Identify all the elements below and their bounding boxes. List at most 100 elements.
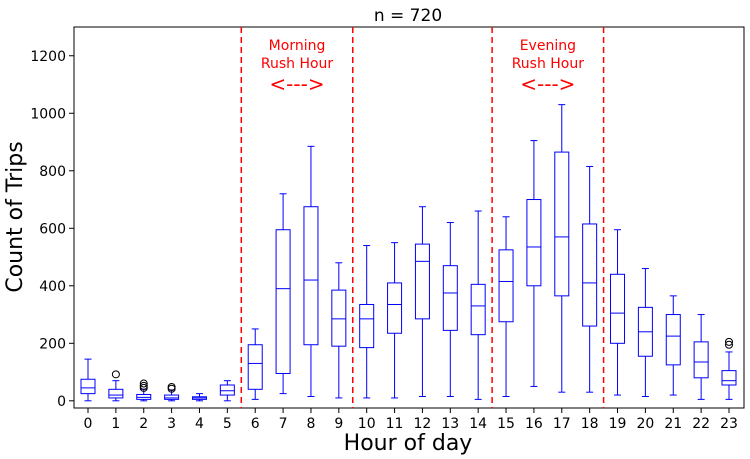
outlier-point bbox=[725, 337, 733, 346]
box-iqr bbox=[470, 283, 486, 336]
box-hour-13 bbox=[442, 222, 458, 397]
x-tick-label: 15 bbox=[497, 416, 515, 432]
annotation-line1: Evening bbox=[520, 38, 576, 54]
boxes bbox=[80, 104, 737, 402]
outlier-point bbox=[167, 383, 176, 392]
box-iqr bbox=[414, 243, 430, 320]
x-tick-label: 14 bbox=[469, 416, 487, 432]
box-hour-18 bbox=[582, 165, 598, 393]
x-tick-label: 9 bbox=[334, 416, 343, 432]
box-hour-22 bbox=[693, 314, 709, 400]
box-iqr bbox=[526, 199, 542, 287]
box-hour-10 bbox=[359, 245, 375, 399]
reference-lines bbox=[240, 27, 605, 408]
box-hour-2 bbox=[136, 379, 152, 402]
box-iqr bbox=[554, 151, 570, 297]
x-tick-label: 16 bbox=[525, 416, 543, 432]
box-hour-0 bbox=[80, 358, 96, 402]
y-tick-label: 1000 bbox=[30, 106, 66, 122]
box-hour-15 bbox=[498, 216, 514, 397]
x-tick-label: 6 bbox=[251, 416, 260, 432]
box-hour-14 bbox=[470, 210, 486, 400]
x-tick-label: 19 bbox=[609, 416, 627, 432]
plot-area bbox=[73, 26, 745, 409]
x-tick-label: 3 bbox=[167, 416, 176, 432]
y-tick-label: 200 bbox=[39, 336, 66, 352]
y-tick-label: 1200 bbox=[30, 49, 66, 65]
outlier-point bbox=[139, 381, 148, 390]
annotation-arrow: <---> bbox=[520, 72, 575, 96]
box-iqr bbox=[164, 394, 180, 400]
box-iqr bbox=[108, 388, 124, 399]
rush-hour-annotation: Morning Rush Hour<---> bbox=[261, 38, 334, 96]
box-hour-19 bbox=[610, 229, 626, 396]
x-axis-label: Hour of day bbox=[344, 431, 473, 456]
x-tick-label: 22 bbox=[692, 416, 710, 432]
x-tick-label: 21 bbox=[664, 416, 682, 432]
box-hour-20 bbox=[637, 268, 653, 397]
x-tick-label: 7 bbox=[279, 416, 288, 432]
rush-hour-annotation: Evening Rush Hour<---> bbox=[512, 38, 585, 96]
box-iqr bbox=[247, 344, 263, 390]
box-iqr bbox=[610, 273, 626, 344]
box-hour-7 bbox=[275, 193, 291, 395]
box-hour-4 bbox=[191, 393, 207, 402]
box-hour-23 bbox=[721, 337, 737, 400]
outlier-point bbox=[139, 379, 148, 388]
box-hour-1 bbox=[108, 370, 124, 402]
box-iqr bbox=[387, 282, 403, 334]
annotation-line1: Morning bbox=[269, 38, 326, 54]
box-hour-8 bbox=[303, 145, 319, 397]
y-axis-label: Count of Trips bbox=[3, 141, 28, 292]
x-axis: 0 1 2 3 4 5 6 7 8 9 10 11 12 13 14 15 16 17 18 19 20 21 22 23 bbox=[84, 408, 738, 432]
box-hour-17 bbox=[554, 104, 570, 393]
box-iqr bbox=[665, 314, 681, 366]
x-tick-label: 1 bbox=[111, 416, 120, 432]
box-iqr bbox=[582, 223, 598, 327]
box-iqr bbox=[442, 265, 458, 331]
y-axis: 0 200 400 600 800 1000 1200 bbox=[30, 49, 74, 410]
x-tick-label: 2 bbox=[139, 416, 148, 432]
y-tick-label: 0 bbox=[57, 394, 66, 410]
box-iqr bbox=[721, 370, 737, 386]
box-hour-5 bbox=[219, 380, 235, 402]
box-hour-21 bbox=[665, 295, 681, 396]
box-iqr bbox=[693, 341, 709, 379]
box-iqr bbox=[498, 249, 514, 323]
x-tick-label: 10 bbox=[358, 416, 376, 432]
x-tick-label: 4 bbox=[195, 416, 204, 432]
y-tick-label: 600 bbox=[39, 221, 66, 237]
x-tick-label: 5 bbox=[223, 416, 232, 432]
box-hour-9 bbox=[331, 262, 347, 399]
box-hour-16 bbox=[526, 140, 542, 387]
y-tick-label: 400 bbox=[39, 279, 66, 295]
x-tick-label: 0 bbox=[84, 416, 93, 432]
x-tick-label: 12 bbox=[414, 416, 432, 432]
x-tick-label: 11 bbox=[386, 416, 404, 432]
box-iqr bbox=[219, 384, 235, 396]
x-tick-label: 17 bbox=[553, 416, 571, 432]
x-tick-label: 13 bbox=[441, 416, 459, 432]
box-iqr bbox=[331, 289, 347, 347]
box-hour-11 bbox=[387, 242, 403, 399]
box-hour-12 bbox=[414, 206, 430, 397]
box-iqr bbox=[80, 378, 96, 395]
x-tick-label: 18 bbox=[581, 416, 599, 432]
annotation-line2: Rush Hour bbox=[512, 56, 585, 72]
x-tick-label: 23 bbox=[720, 416, 738, 432]
y-tick-label: 800 bbox=[39, 164, 66, 180]
box-iqr bbox=[275, 229, 291, 374]
x-tick-label: 8 bbox=[306, 416, 315, 432]
box-iqr bbox=[303, 206, 319, 346]
outlier-point bbox=[725, 340, 733, 349]
annotation-line2: Rush Hour bbox=[261, 56, 334, 72]
outlier-point bbox=[111, 370, 120, 379]
box-iqr bbox=[359, 303, 375, 349]
box-hour-6 bbox=[247, 328, 263, 400]
outlier-point bbox=[139, 383, 148, 392]
annotation-arrow: <---> bbox=[269, 72, 324, 96]
chart-title: n = 720 bbox=[374, 6, 442, 26]
box-hour-3 bbox=[164, 383, 180, 402]
